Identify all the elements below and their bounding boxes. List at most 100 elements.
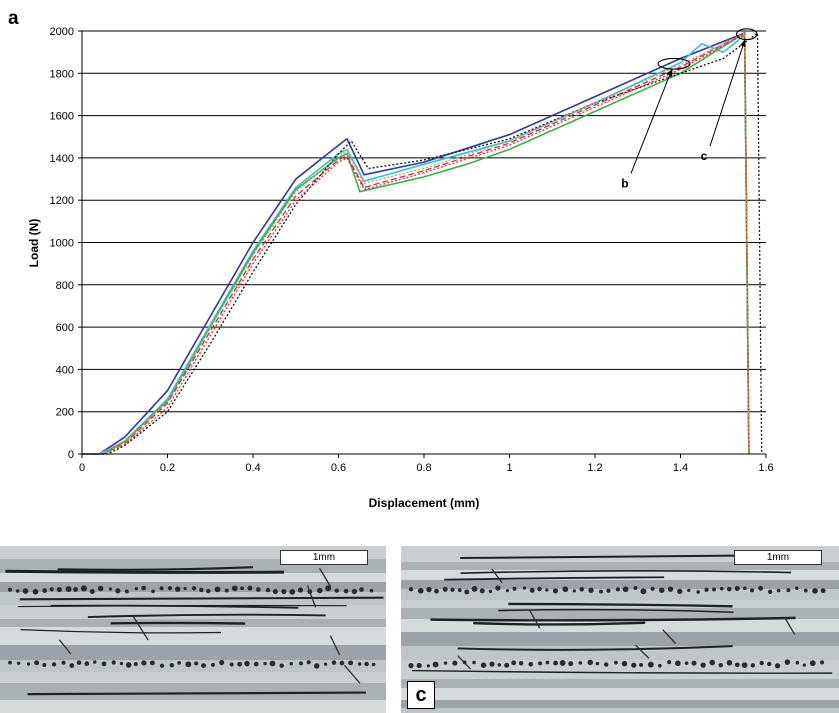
annotation-arrow-c xyxy=(709,39,746,147)
fibre-dot xyxy=(489,661,495,667)
fibre-dot xyxy=(606,588,611,593)
fibre-dot xyxy=(504,662,510,668)
fibre-dot xyxy=(767,661,772,667)
fibre-dot xyxy=(426,664,430,668)
fibre-dot xyxy=(351,588,357,595)
fibre-dot xyxy=(529,587,535,593)
fibre-dot xyxy=(588,587,594,594)
fibre-dot xyxy=(306,660,311,665)
fibre-dot xyxy=(169,663,175,668)
fibre-dot xyxy=(49,587,54,592)
fibre-dot xyxy=(553,660,559,666)
ply-band xyxy=(401,562,839,570)
fibre-dot xyxy=(269,660,276,667)
fibre-dot xyxy=(631,662,637,668)
fibre-dot xyxy=(812,588,818,594)
fibre-dot xyxy=(758,585,764,591)
matrix-crack xyxy=(635,644,650,659)
y-tick-label-9: 1800 xyxy=(50,68,74,80)
fibre-dot xyxy=(667,586,674,592)
fibre-dot xyxy=(371,662,376,667)
fibre-dot xyxy=(339,660,345,666)
fibre-dot xyxy=(183,587,187,591)
fibre-dot xyxy=(357,662,362,666)
fibre-dot xyxy=(263,661,267,666)
fibre-dot xyxy=(272,589,278,595)
fibre-dot xyxy=(559,659,566,666)
fibre-dot xyxy=(175,586,181,592)
fibre-dot xyxy=(457,588,462,593)
fibre-dot xyxy=(545,588,549,592)
fibre-dot xyxy=(51,662,57,667)
matrix-crack xyxy=(528,609,541,629)
fibre-dot xyxy=(802,663,807,667)
fibre-dot xyxy=(750,588,755,593)
ply-band xyxy=(0,605,386,619)
ply-band xyxy=(401,679,839,688)
fibre-dot xyxy=(647,661,654,668)
fibre-dot xyxy=(247,585,253,591)
x-tick-label-0: 0 xyxy=(79,462,85,474)
fibre-dot xyxy=(42,588,48,593)
fibre-dot xyxy=(603,662,609,667)
fibre-dot xyxy=(279,663,284,668)
fibre-dot xyxy=(80,585,87,592)
fibre-dot xyxy=(578,661,583,665)
fibre-dot xyxy=(76,660,82,665)
x-tick-label-3: 0.6 xyxy=(331,462,346,474)
fibre-dot xyxy=(119,661,124,666)
fibre-dot xyxy=(621,660,628,667)
fibre-dot xyxy=(633,585,638,591)
fibre-dot xyxy=(472,660,476,665)
fibre-dot xyxy=(265,587,271,593)
fibre-dot xyxy=(111,660,116,665)
fibre-dot xyxy=(640,588,647,595)
annotation-label-b: b xyxy=(621,177,628,191)
matrix-crack xyxy=(491,568,503,584)
y-tick-label-4: 800 xyxy=(56,280,74,292)
fibre-dot xyxy=(134,587,138,591)
fibre-dot xyxy=(199,587,204,593)
fibre-dot xyxy=(325,585,332,592)
fibre-dot xyxy=(480,662,487,668)
delamination-crack xyxy=(508,602,733,608)
fibre-dot xyxy=(741,662,748,669)
fibre-dot xyxy=(434,588,439,594)
ply-band xyxy=(401,619,839,632)
fibre-dot xyxy=(452,660,458,666)
fibre-dot xyxy=(511,660,517,666)
fibre-dot xyxy=(518,661,524,666)
fibre-dot xyxy=(108,587,113,591)
delamination-crack xyxy=(50,604,299,609)
fibre-dot xyxy=(289,589,296,595)
ply-band xyxy=(401,688,839,700)
fibre-dot xyxy=(658,663,662,668)
axes xyxy=(78,30,767,458)
series-line-6 xyxy=(82,33,750,455)
y-tick-label-0: 0 xyxy=(68,449,74,461)
fibre-dot xyxy=(562,586,569,593)
annotation-arrowhead-c xyxy=(740,39,746,47)
x-tick-label-7: 1.4 xyxy=(673,462,688,474)
delamination-crack xyxy=(20,629,222,634)
micrograph-b: 1mm xyxy=(0,546,386,713)
matrix-crack xyxy=(343,664,361,684)
x-tick-label-4: 0.8 xyxy=(416,462,431,474)
y-tick-label-6: 1200 xyxy=(50,195,74,207)
fibre-dot xyxy=(684,661,689,665)
fibre-dot xyxy=(408,587,414,592)
ply-band xyxy=(401,580,839,589)
fibre-dot xyxy=(726,659,733,666)
matrix-crack xyxy=(58,639,72,655)
y-tick-label-3: 600 xyxy=(56,322,74,334)
fibre-dot xyxy=(210,662,215,667)
fibre-dot xyxy=(595,661,600,666)
ply-band xyxy=(401,660,839,679)
ply-band xyxy=(0,660,386,672)
fibre-dot xyxy=(691,660,697,666)
fibre-dot xyxy=(229,662,234,667)
fibre-dot xyxy=(795,660,800,665)
fibre-dot xyxy=(786,588,791,593)
micrograph-b-image xyxy=(0,546,386,713)
fibre-dot xyxy=(334,588,339,593)
